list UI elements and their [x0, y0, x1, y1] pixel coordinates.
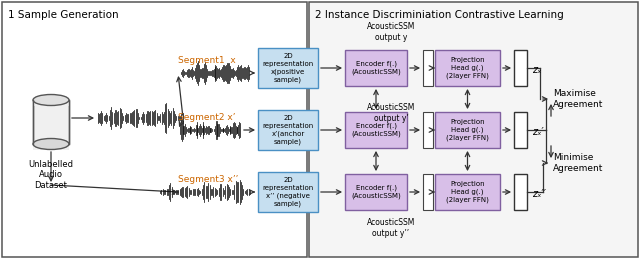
- Bar: [435, 112, 500, 148]
- Text: 1 Sample Generation: 1 Sample Generation: [8, 10, 118, 20]
- Bar: [345, 174, 407, 210]
- Text: Maximise
Agreement: Maximise Agreement: [553, 89, 604, 109]
- Bar: [514, 50, 527, 86]
- Bar: [258, 48, 318, 88]
- Text: Unlabelled
Audio
Dataset: Unlabelled Audio Dataset: [29, 160, 74, 190]
- Text: zₓ′: zₓ′: [532, 127, 544, 137]
- Bar: [435, 50, 500, 86]
- Text: zₓ: zₓ: [532, 65, 541, 75]
- Text: Encoder f(.)
(AcousticSSM): Encoder f(.) (AcousticSSM): [351, 185, 401, 199]
- Text: Projection
Head g(.)
(2layer FFN): Projection Head g(.) (2layer FFN): [446, 119, 489, 141]
- Bar: [258, 110, 318, 150]
- Text: AcousticSSM
output y’: AcousticSSM output y’: [367, 103, 415, 123]
- Bar: [2, 2, 307, 257]
- Bar: [345, 112, 407, 148]
- Text: zₓ′′: zₓ′′: [532, 189, 546, 199]
- Bar: [435, 174, 500, 210]
- Text: AcousticSSM
output y: AcousticSSM output y: [367, 22, 415, 42]
- Text: 2 Instance Discriminiation Contrastive Learning: 2 Instance Discriminiation Contrastive L…: [315, 10, 564, 20]
- Bar: [345, 50, 407, 86]
- Bar: [514, 112, 527, 148]
- Bar: [423, 174, 433, 210]
- Bar: [33, 100, 69, 144]
- Text: Segment2 x’: Segment2 x’: [178, 113, 236, 122]
- Text: Segment1  x: Segment1 x: [178, 56, 236, 65]
- Text: 2D
representation
x’’ (negative
sample): 2D representation x’’ (negative sample): [262, 177, 314, 207]
- Text: Encoder f(.)
(AcousticSSM): Encoder f(.) (AcousticSSM): [351, 123, 401, 137]
- Ellipse shape: [33, 95, 69, 105]
- Text: 2D
representation
x’(anchor
sample): 2D representation x’(anchor sample): [262, 115, 314, 145]
- Bar: [33, 100, 69, 106]
- Text: 2D
representation
x(positive
sample): 2D representation x(positive sample): [262, 53, 314, 83]
- Text: Minimise
Agreement: Minimise Agreement: [553, 153, 604, 173]
- Bar: [33, 143, 69, 150]
- Bar: [514, 174, 527, 210]
- Bar: [423, 50, 433, 86]
- Bar: [258, 172, 318, 212]
- Text: Segment3 x’’: Segment3 x’’: [178, 175, 238, 184]
- Text: Projection
Head g(.)
(2layer FFN): Projection Head g(.) (2layer FFN): [446, 57, 489, 79]
- Text: AcousticSSM
output y’’: AcousticSSM output y’’: [367, 218, 415, 238]
- Bar: [309, 2, 638, 257]
- Ellipse shape: [33, 139, 69, 149]
- Text: Encoder f(.)
(AcousticSSM): Encoder f(.) (AcousticSSM): [351, 61, 401, 75]
- Text: Projection
Head g(.)
(2layer FFN): Projection Head g(.) (2layer FFN): [446, 181, 489, 203]
- Bar: [423, 112, 433, 148]
